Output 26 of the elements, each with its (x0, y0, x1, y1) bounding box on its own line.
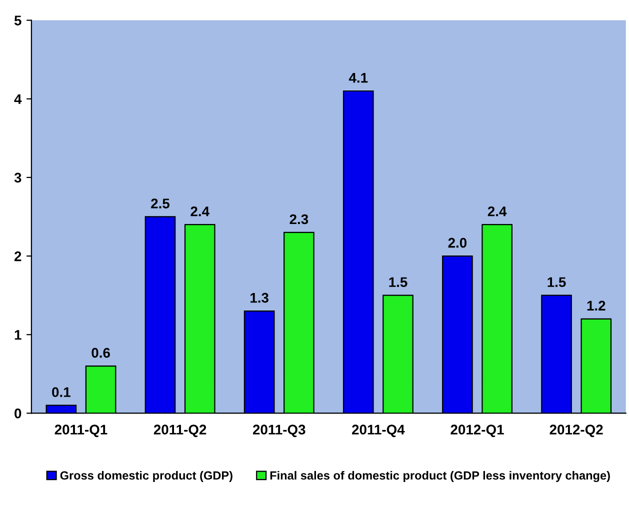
data-label: 2.4 (488, 206, 507, 216)
data-label: 1.5 (548, 277, 566, 288)
legend-label: Final sales of domestic product (GDP less inventory change) (270, 470, 610, 482)
data-label: 4.1 (348, 73, 368, 83)
y-tick-label: 2 (14, 251, 22, 262)
y-tick-label: 3 (14, 172, 22, 183)
data-label: 2.4 (190, 206, 210, 216)
data-label: 2.3 (290, 214, 308, 224)
data-label: 2.0 (448, 238, 467, 248)
data-label: 1.2 (587, 300, 606, 310)
x-tick-label: 2011-Q4 (352, 424, 405, 438)
y-tick-label: 4 (14, 94, 22, 104)
data-label: 2.5 (151, 198, 170, 208)
data-label: 0.1 (52, 387, 70, 398)
x-tick-label: 2011-Q2 (154, 424, 206, 438)
y-tick-label: 1 (14, 330, 22, 340)
data-label: 1.5 (389, 277, 408, 288)
x-tick-label: 2012-Q2 (550, 424, 603, 438)
y-tick-label: 0 (14, 408, 22, 418)
y-tick-label: 5 (14, 16, 22, 26)
legend-label: Gross domestic product (GDP) (60, 470, 232, 482)
data-label: 0.6 (92, 348, 110, 358)
data-label: 1.3 (250, 292, 268, 303)
x-tick-label: 2012-Q1 (450, 424, 504, 438)
x-tick-label: 2011-Q3 (252, 424, 306, 438)
x-tick-label: 2011-Q1 (54, 424, 108, 438)
